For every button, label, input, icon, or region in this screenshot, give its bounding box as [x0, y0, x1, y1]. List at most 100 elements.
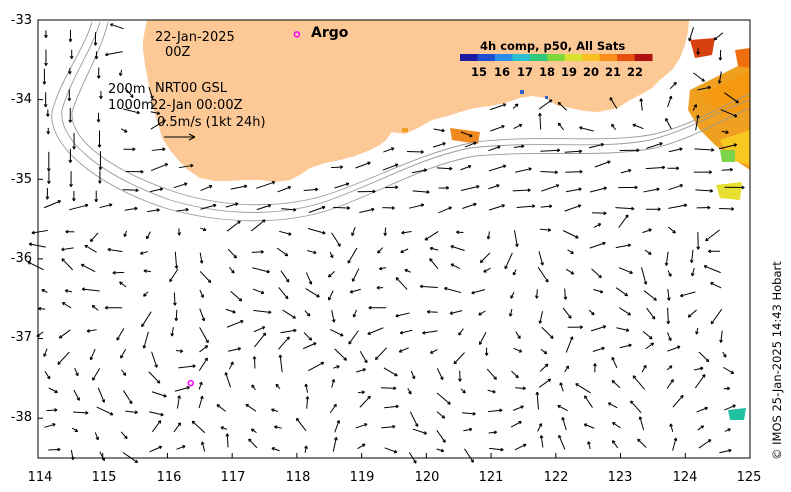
current-vector-head	[577, 204, 582, 208]
current-vector-head	[669, 423, 673, 427]
current-vector-head	[43, 353, 47, 357]
current-vector	[680, 291, 696, 297]
current-vector	[420, 285, 438, 289]
current-vector-head	[570, 271, 575, 275]
current-vector-head	[186, 386, 190, 390]
current-vector	[723, 366, 734, 374]
current-vector	[540, 205, 552, 208]
current-vector-head	[362, 368, 367, 372]
current-vector-head	[657, 207, 661, 212]
current-vector-head	[237, 347, 242, 351]
current-vector-head	[134, 206, 138, 211]
current-vector-head	[653, 297, 657, 301]
current-vector-head	[450, 245, 454, 249]
current-vector	[538, 378, 551, 388]
current-vector-head	[717, 80, 722, 84]
current-vector	[620, 169, 632, 174]
lat-tick: -35	[10, 172, 32, 187]
current-vector-head	[124, 129, 128, 133]
model-time-label: 22-Jan 00:00Z	[150, 98, 243, 113]
current-vector	[433, 128, 445, 132]
current-vector	[407, 388, 412, 395]
current-vector	[667, 307, 669, 324]
current-vector	[538, 99, 553, 110]
current-vector	[513, 347, 523, 353]
current-vector-head	[288, 232, 292, 236]
current-vector-head	[709, 189, 714, 193]
current-vector-head	[313, 342, 317, 346]
current-vector	[178, 365, 196, 369]
current-vector	[460, 185, 480, 191]
current-vector	[178, 228, 180, 236]
current-vector-head	[450, 263, 455, 267]
current-vector	[220, 426, 228, 430]
current-vector-head	[535, 391, 540, 395]
current-vector	[687, 309, 697, 318]
current-vector-head	[177, 395, 181, 399]
current-vector-head	[274, 425, 278, 429]
current-vector	[305, 288, 320, 298]
current-vector-head	[423, 431, 428, 435]
current-vector-head	[696, 114, 700, 119]
current-vector	[245, 403, 257, 412]
current-vector-head	[629, 270, 633, 274]
current-vector-head	[680, 394, 684, 399]
current-vector	[271, 408, 279, 412]
current-vector-head	[705, 358, 710, 363]
current-vector	[641, 267, 647, 285]
current-vector	[513, 145, 525, 149]
current-vector-head	[631, 206, 635, 211]
current-vector-head	[665, 117, 669, 122]
current-vector	[149, 411, 164, 416]
current-vector	[274, 426, 282, 429]
current-vector-head	[374, 356, 379, 361]
current-vector-head	[648, 251, 652, 255]
current-vector	[619, 344, 632, 349]
current-vector-head	[345, 182, 350, 186]
current-vector-head	[89, 356, 94, 361]
current-vector	[69, 204, 89, 211]
current-vector-head	[399, 330, 404, 335]
current-vector-head	[67, 71, 72, 75]
current-vector-head	[28, 242, 33, 247]
current-vector	[48, 448, 61, 451]
current-vector-head	[719, 339, 723, 343]
current-vector-head	[555, 184, 560, 188]
current-vector-head	[394, 372, 398, 377]
current-vector-head	[304, 383, 309, 387]
current-vector-head	[695, 331, 699, 335]
current-vector-head	[349, 289, 354, 294]
current-vector-head	[543, 350, 548, 355]
current-vector-head	[284, 295, 289, 300]
current-vector	[579, 126, 594, 132]
current-vector-head	[624, 292, 629, 297]
current-vector-head	[170, 333, 175, 337]
current-vector	[178, 164, 194, 169]
current-vector	[99, 204, 113, 209]
current-vector-head	[659, 142, 663, 146]
current-vector	[122, 108, 140, 114]
current-vector	[124, 87, 134, 98]
current-vector-head	[587, 441, 591, 445]
current-vector-head	[97, 144, 102, 148]
current-vector-head	[86, 328, 91, 333]
current-vector-head	[569, 336, 574, 340]
current-vector-head	[561, 416, 565, 421]
current-vector-head	[42, 81, 47, 85]
current-vector-head	[250, 428, 255, 432]
current-vector	[254, 332, 266, 348]
current-vector-head	[411, 375, 416, 380]
current-vector-head	[442, 142, 446, 146]
current-vector-head	[333, 403, 337, 408]
current-vector-head	[174, 317, 179, 322]
current-vector-head	[96, 119, 101, 123]
lon-tick: 122	[543, 470, 569, 485]
current-vector	[331, 166, 343, 169]
current-vector	[589, 187, 607, 193]
current-vector-head	[292, 315, 296, 319]
current-vector-head	[293, 328, 297, 333]
current-vector	[611, 357, 618, 368]
current-vector-head	[67, 97, 72, 102]
current-vector-head	[134, 459, 139, 464]
current-vector	[611, 380, 621, 389]
